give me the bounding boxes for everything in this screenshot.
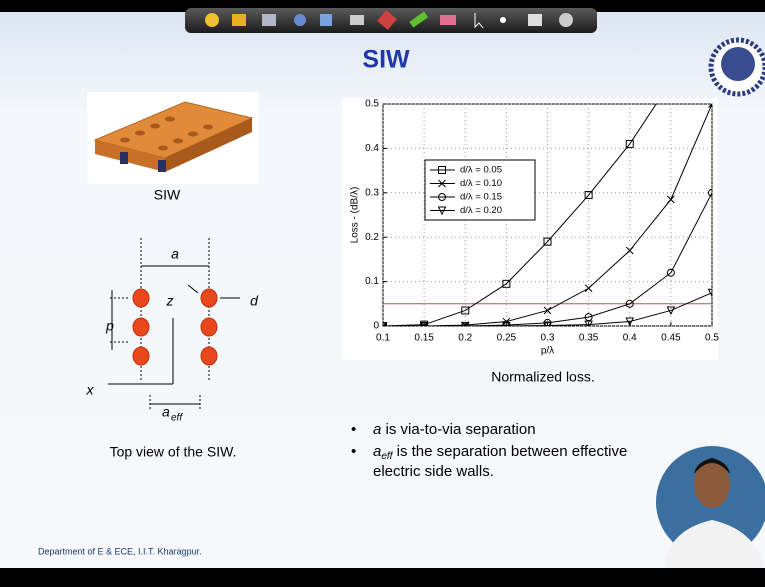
x-tick-label: 0.25: [497, 333, 517, 344]
y-tick-label: 0.1: [365, 276, 379, 287]
bullet: •: [351, 443, 356, 460]
tool-icon[interactable]: [559, 13, 573, 27]
logo-center: [721, 47, 755, 81]
page: SIW SIW: [0, 0, 765, 582]
chart-bg: [342, 98, 718, 360]
y-axis-label: Loss - (dB/λ): [350, 187, 361, 244]
label-x: x: [86, 382, 95, 398]
tool-icon[interactable]: [262, 14, 276, 26]
via: [201, 318, 217, 336]
x-tick-label: 0.5: [705, 333, 719, 344]
port: [120, 152, 128, 164]
bullet-text: aeff is the separation between effective: [373, 443, 627, 462]
label-z: z: [166, 293, 174, 309]
tool-icon[interactable]: [294, 14, 306, 26]
tool-icon[interactable]: [320, 14, 332, 26]
legend-label: d/λ = 0.10: [460, 178, 502, 189]
legend-label: d/λ = 0.15: [460, 192, 502, 203]
legend-label: d/λ = 0.20: [460, 205, 502, 216]
slide-title: SIW: [362, 46, 410, 74]
port: [158, 160, 166, 172]
siw-picture: [87, 92, 259, 184]
y-tick-label: 0.3: [365, 187, 379, 198]
bullet-line: electric side walls.: [373, 463, 494, 480]
via: [120, 138, 130, 143]
logo: [711, 40, 765, 94]
label-d: d: [250, 293, 259, 309]
y-tick-label: 0.4: [365, 143, 379, 154]
chart-caption: Normalized loss.: [491, 369, 594, 385]
y-tick-label: 0.5: [365, 99, 379, 110]
tool-icon[interactable]: [500, 17, 506, 23]
x-tick-label: 0.35: [579, 333, 599, 344]
x-tick-label: 0.1: [376, 333, 390, 344]
x-tick-label: 0.2: [458, 333, 472, 344]
via: [201, 289, 217, 307]
via: [203, 125, 213, 130]
label-aeff-sub: eff: [171, 413, 183, 424]
footer: Department of E & ECE, I.I.T. Kharagpur.: [38, 546, 202, 556]
variable: a: [373, 421, 381, 438]
bullet-line: is via-to-via separation: [381, 421, 535, 438]
via: [188, 132, 198, 137]
tool-icon[interactable]: [528, 14, 542, 26]
via: [158, 146, 168, 151]
tool-icon[interactable]: [350, 15, 364, 25]
via: [201, 347, 217, 365]
variable: a: [373, 443, 381, 460]
x-tick-label: 0.3: [541, 333, 555, 344]
via: [165, 117, 175, 122]
legend: d/λ = 0.05 d/λ = 0.10 d/λ = 0.15 d/λ = 0.20: [425, 160, 535, 220]
webcam-overlay: [656, 446, 765, 568]
toolbar: [185, 8, 597, 33]
via: [173, 139, 183, 144]
x-axis-label: p/λ: [541, 346, 554, 357]
via: [133, 289, 149, 307]
diagram-caption: Top view of the SIW.: [110, 444, 237, 460]
x-tick-label: 0.15: [414, 333, 434, 344]
label-a: a: [171, 246, 179, 262]
via: [150, 124, 160, 129]
tool-icon[interactable]: [205, 13, 219, 27]
via: [133, 347, 149, 365]
y-tick-label: 0: [373, 321, 379, 332]
bullet-text: a is via-to-via separation: [373, 421, 536, 438]
tool-icon[interactable]: [232, 14, 246, 26]
y-tick-label: 0.2: [365, 232, 379, 243]
picture-caption: SIW: [154, 187, 181, 203]
bullet-line: is the separation between effective: [392, 443, 627, 460]
via: [133, 318, 149, 336]
x-tick-label: 0.4: [623, 333, 637, 344]
legend-label: d/λ = 0.05: [460, 165, 502, 176]
x-tick-label: 0.45: [661, 333, 681, 344]
screen: SIW SIW: [0, 0, 765, 582]
bullet: •: [351, 421, 356, 438]
label-aeff: a: [162, 404, 170, 420]
via: [135, 131, 145, 136]
label-p: p: [105, 318, 114, 334]
tool-icon[interactable]: [440, 15, 456, 25]
